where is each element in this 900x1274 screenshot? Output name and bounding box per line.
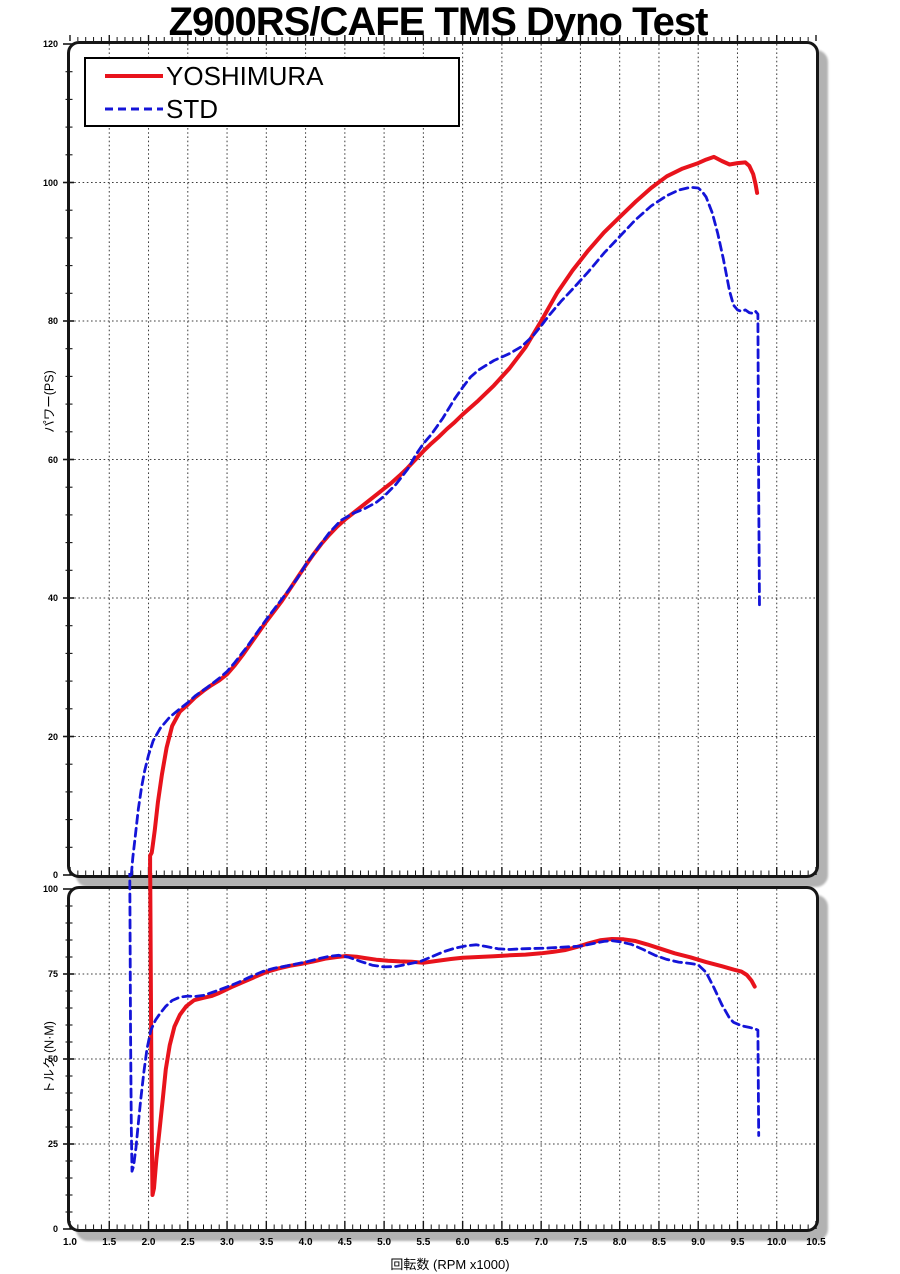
power-y-tick-label: 40 [47,593,58,603]
gridlines [70,44,816,875]
legend: YOSHIMURA STD [84,57,460,127]
power-y-tick-label: 20 [47,731,58,742]
legend-item-yoshimura: YOSHIMURA [102,61,458,91]
power-y-tick-label: 100 [42,177,58,188]
x-tick-label: 3.5 [259,1237,274,1248]
x-tick-label: 9.0 [691,1237,706,1248]
power-y-tick-label: 0 [52,870,58,880]
x-tick-label: 6.5 [494,1237,509,1248]
x-tick-label: 10.5 [806,1237,826,1248]
torque-chart-plot [63,873,817,1230]
power-y-tick-label: 80 [47,316,58,326]
torque-y-axis-title: トルク (N·M) [42,1021,57,1094]
power-chart-frame: YOSHIMURA STD [63,35,819,878]
yoshimura-line-sample-icon [105,73,163,78]
x-tick-label: 5.5 [416,1237,431,1248]
x-tick-label: 1.0 [63,1237,77,1248]
x-axis-title: 回転数 (RPM x1000) [390,1257,510,1272]
torque-y-tick-label: 0 [52,1224,58,1234]
gridlines [70,889,816,1229]
std-power-curve [129,185,761,877]
x-tick-label: 8.5 [651,1237,666,1248]
x-tick-label: 1.5 [102,1237,117,1248]
legend-label-std: STD [166,93,218,124]
std-line-sample-icon [105,107,163,110]
curves [129,154,761,877]
axis-ticks [63,35,817,876]
x-tick-label: 2.5 [180,1237,195,1248]
x-tick-label: 7.0 [534,1237,549,1248]
legend-label-yoshimura: YOSHIMURA [166,60,324,91]
x-tick-label: 9.5 [730,1237,745,1248]
torque-chart-frame [63,873,819,1232]
axis-ticks [63,888,817,1230]
std-torque-curve [128,873,761,1173]
legend-item-std: STD [102,94,458,124]
x-tick-label: 2.0 [141,1237,156,1248]
x-tick-label: 8.0 [612,1237,627,1248]
torque-y-tick-label: 100 [42,884,58,894]
page-title: Z900RS/CAFE TMS Dyno Test [168,0,709,44]
yoshimura-power-curve [148,154,760,877]
x-tick-label: 4.0 [298,1237,313,1248]
curves [128,873,761,1197]
x-tick-label: 7.5 [573,1237,588,1248]
yoshimura-torque-curve [148,873,757,1197]
torque-y-tick-label: 75 [47,969,58,979]
power-y-axis-title: パワー(PS) [42,370,57,433]
x-tick-label: 4.5 [337,1237,352,1248]
x-tick-label: 6.0 [455,1237,470,1248]
torque-y-tick-label: 25 [47,1139,58,1149]
x-tick-label: 3.0 [220,1237,234,1248]
x-tick-label: 10.0 [767,1237,787,1248]
power-chart-plot [63,35,817,877]
x-tick-label: 5.0 [377,1237,392,1248]
